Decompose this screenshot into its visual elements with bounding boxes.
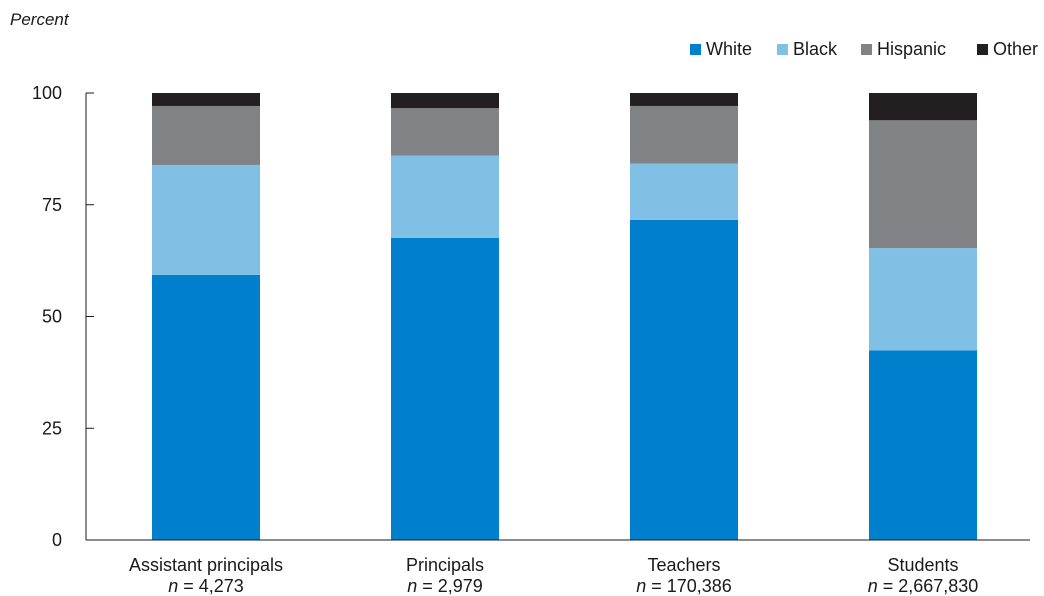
legend-label-other: Other	[993, 39, 1038, 59]
bar-segment-white	[869, 350, 977, 540]
bar-group-assistant-principals	[152, 93, 260, 540]
bar-segment-hispanic	[391, 108, 499, 156]
n-symbol: n	[636, 576, 646, 596]
legend-swatch-black	[777, 44, 788, 55]
n-value: = 2,979	[417, 576, 483, 596]
bar-segment-black	[152, 164, 260, 275]
y-axis-title: Percent	[10, 10, 70, 29]
x-category-n-label: n = 170,386	[636, 576, 732, 596]
y-tick-label: 75	[42, 195, 62, 215]
x-category-n-label: n = 4,273	[168, 576, 244, 596]
legend-label-hispanic: Hispanic	[877, 39, 946, 59]
legend: White Black Hispanic Other	[690, 39, 1038, 59]
bar-segment-black	[630, 163, 738, 220]
bar-segment-white	[630, 219, 738, 540]
n-value: = 2,667,830	[878, 576, 979, 596]
legend-swatch-other	[977, 44, 988, 55]
bar-segment-hispanic	[869, 120, 977, 249]
n-value: = 170,386	[646, 576, 732, 596]
bar-segment-white	[391, 237, 499, 540]
y-tick-label: 100	[32, 83, 62, 103]
bar-segment-black	[391, 155, 499, 238]
x-category-label: Principals	[406, 555, 484, 575]
x-category-n-label: n = 2,667,830	[868, 576, 979, 596]
bar-group-students	[869, 93, 977, 540]
n-value: = 4,273	[178, 576, 244, 596]
legend-label-black: Black	[793, 39, 838, 59]
y-tick-label: 50	[42, 307, 62, 327]
x-category-n-label: n = 2,979	[407, 576, 483, 596]
y-tick-label: 25	[42, 418, 62, 438]
legend-swatch-hispanic	[861, 44, 872, 55]
bar-segment-white	[152, 274, 260, 540]
bar-segment-other	[630, 93, 738, 106]
bar-segment-black	[869, 248, 977, 351]
n-symbol: n	[868, 576, 878, 596]
legend-swatch-white	[690, 44, 701, 55]
bar-group-teachers	[630, 93, 738, 540]
bar-group-principals	[391, 93, 499, 540]
legend-label-white: White	[706, 39, 752, 59]
bar-segment-hispanic	[152, 105, 260, 165]
x-category-label: Students	[887, 555, 958, 575]
y-tick-label: 0	[52, 530, 62, 550]
bar-segment-hispanic	[630, 105, 738, 164]
x-category-label: Assistant principals	[129, 555, 283, 575]
n-symbol: n	[407, 576, 417, 596]
bar-segment-other	[869, 93, 977, 121]
n-symbol: n	[168, 576, 178, 596]
x-category-label: Teachers	[647, 555, 720, 575]
bar-segment-other	[152, 93, 260, 106]
bar-segment-other	[391, 93, 499, 109]
